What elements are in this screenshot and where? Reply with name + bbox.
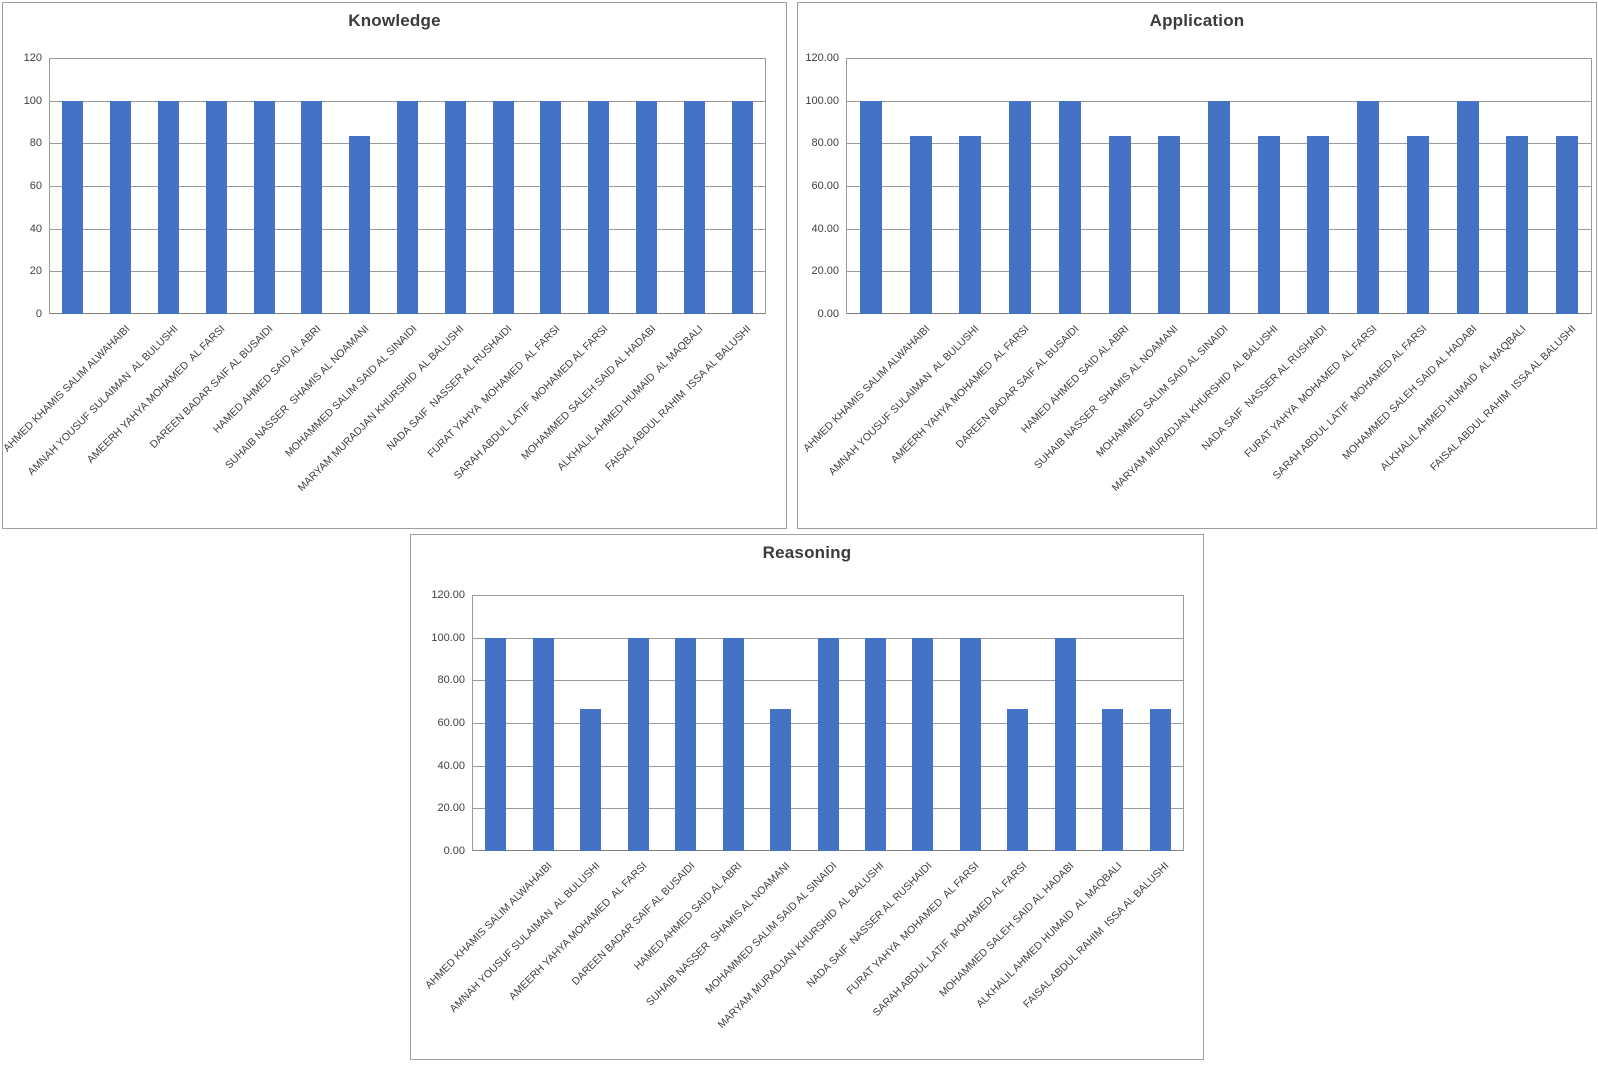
y-axis-tick-label: 100 (23, 94, 42, 107)
bar[interactable] (533, 638, 554, 851)
bar[interactable] (732, 101, 753, 314)
gridline (472, 595, 1184, 596)
bar[interactable] (158, 101, 179, 314)
bar[interactable] (349, 136, 370, 314)
bar[interactable] (580, 709, 601, 851)
bar[interactable] (1009, 101, 1031, 314)
bar[interactable] (1258, 136, 1280, 314)
y-axis-tick-label: 80 (29, 137, 42, 150)
y-axis-tick-label: 40 (29, 222, 42, 235)
bar[interactable] (588, 101, 609, 314)
bar[interactable] (1007, 709, 1028, 851)
y-axis-tick-label: 100.00 (805, 94, 839, 107)
y-axis-tick-label: 0 (35, 308, 42, 320)
y-axis-tick-label: 80.00 (437, 674, 465, 687)
bar[interactable] (485, 638, 506, 851)
bar[interactable] (959, 136, 981, 314)
bar[interactable] (628, 638, 649, 851)
y-axis-tick-label: 40.00 (811, 222, 839, 235)
bar[interactable] (110, 101, 131, 314)
y-axis-tick-label: 60.00 (437, 717, 465, 729)
bar[interactable] (1457, 101, 1479, 314)
bar[interactable] (636, 101, 657, 314)
bar[interactable] (675, 638, 696, 851)
y-axis-tick-label: 20.00 (437, 802, 465, 815)
y-axis-tick-label: 120.00 (805, 52, 839, 64)
y-axis-tick-label: 120.00 (431, 589, 465, 601)
bar[interactable] (540, 101, 561, 314)
bar[interactable] (1059, 101, 1081, 314)
bar[interactable] (206, 101, 227, 314)
x-axis-category-label: MARYAM MURADJAN KHURSHID AL BALUSHI (715, 860, 887, 1031)
plot-area (846, 58, 1592, 314)
bar[interactable] (62, 101, 83, 314)
bar[interactable] (1307, 136, 1329, 314)
bar[interactable] (1556, 136, 1578, 314)
bar[interactable] (301, 101, 322, 314)
bar[interactable] (1102, 709, 1123, 851)
bar[interactable] (818, 638, 839, 851)
bar[interactable] (910, 136, 932, 314)
plot-right-border (1591, 58, 1592, 314)
bar[interactable] (1055, 638, 1076, 851)
plot-right-border (765, 58, 766, 314)
chart-title: Knowledge (348, 11, 441, 30)
plot-area (49, 58, 766, 314)
bar[interactable] (1158, 136, 1180, 314)
y-axis-tick-label: 80.00 (811, 137, 839, 150)
bar[interactable] (1208, 101, 1230, 314)
y-axis-line (49, 58, 50, 314)
bar[interactable] (1357, 101, 1379, 314)
y-axis-tick-label: 20.00 (811, 265, 839, 278)
gridline (846, 58, 1592, 59)
gridline (49, 58, 766, 59)
bar[interactable] (912, 638, 933, 851)
bar[interactable] (960, 638, 981, 851)
bar[interactable] (254, 101, 275, 314)
chart-panel-knowledge[interactable]: Knowledge 120 100 80 60 40 20 0 AHMED KHAMIS SA… (2, 2, 787, 529)
bar[interactable] (684, 101, 705, 314)
chart-title: Reasoning (762, 543, 852, 562)
bar[interactable] (1407, 136, 1429, 314)
y-axis-line (472, 595, 473, 851)
y-axis-tick-label: 120 (23, 52, 42, 64)
bar[interactable] (397, 101, 418, 314)
bar[interactable] (865, 638, 886, 851)
plot-right-border (1183, 595, 1184, 851)
chart-panel-reasoning[interactable]: Reasoning 120.00 100.00 80.00 60.00 40.00 20.… (410, 534, 1204, 1060)
y-axis-tick-label: 20 (29, 265, 42, 278)
bar[interactable] (770, 709, 791, 851)
bar[interactable] (1506, 136, 1528, 314)
y-axis-tick-label: 0.00 (817, 308, 839, 320)
bar[interactable] (1150, 709, 1171, 851)
chart-panel-application[interactable]: Application 120.00 100.00 80.00 60.00 40.00 2… (797, 2, 1597, 529)
y-axis-tick-label: 60 (29, 180, 42, 192)
bar[interactable] (493, 101, 514, 314)
chart-title: Application (1149, 11, 1245, 30)
bar[interactable] (860, 101, 882, 314)
y-axis-tick-label: 100.00 (431, 631, 465, 644)
plot-area (472, 595, 1184, 851)
y-axis-tick-label: 40.00 (437, 759, 465, 772)
bar[interactable] (445, 101, 466, 314)
x-axis-category-label: MARYAM MURADJAN KHURSHID AL BALUSHI (295, 323, 467, 494)
y-axis-tick-label: 0.00 (443, 845, 465, 857)
bar[interactable] (723, 638, 744, 851)
y-axis-line (846, 58, 847, 314)
y-axis-tick-label: 60.00 (811, 180, 839, 192)
bar[interactable] (1109, 136, 1131, 314)
